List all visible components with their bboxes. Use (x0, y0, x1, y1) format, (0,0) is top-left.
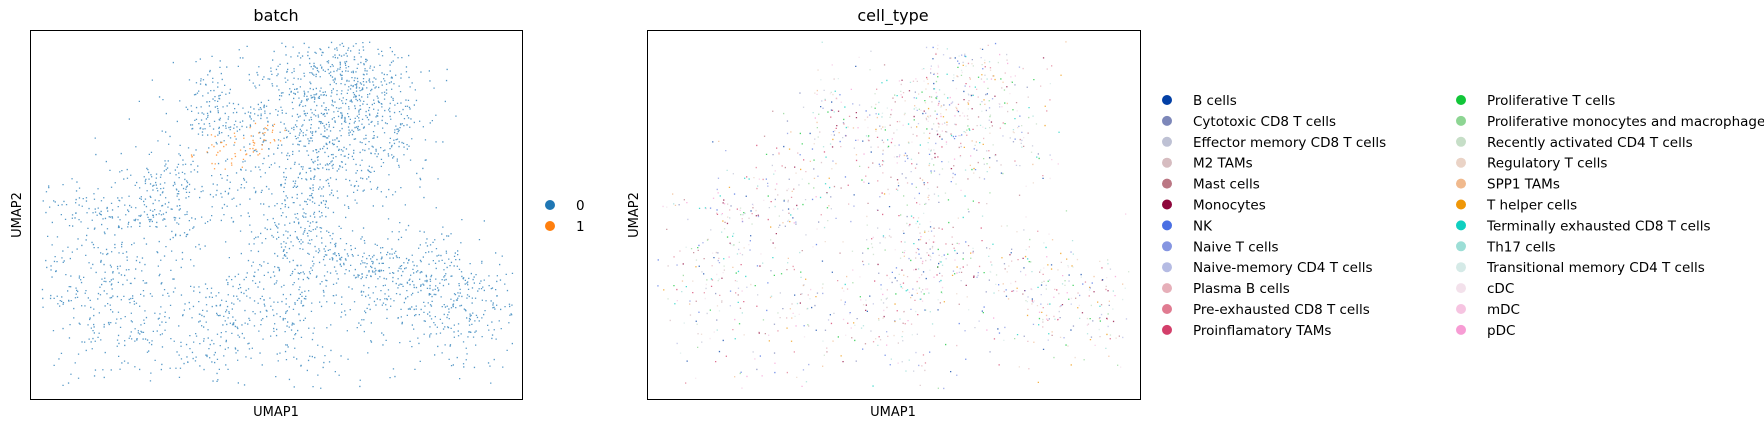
axes-frame (647, 30, 1141, 400)
legend-label: Mast cells (1193, 177, 1260, 193)
legend-label: SPP1 TAMs (1487, 177, 1560, 193)
legend-marker (1456, 241, 1466, 252)
scatter-point-group (676, 54, 1101, 390)
scatter-point-group (676, 66, 1111, 366)
scatter-point-group (672, 41, 1124, 378)
legend-label: Cytotoxic CD8 T cells (1193, 114, 1336, 130)
scatter-point-group (662, 64, 1127, 389)
legend-marker (1456, 157, 1466, 168)
scatter-point-group (666, 44, 1122, 379)
legend-marker (1162, 324, 1172, 335)
x-axis-label: UMAP1 (253, 405, 299, 420)
scatter-point-group (673, 41, 1114, 383)
legend-marker (545, 200, 555, 210)
legend-label: Regulatory T cells (1487, 156, 1607, 172)
legend-label: Proliferative T cells (1487, 93, 1615, 109)
panel-cell-type: cell_type UMAP1 UMAP2 B cells Cytotoxic C… (627, 6, 1764, 420)
legend-marker (1456, 115, 1466, 126)
legend-label: B cells (1193, 93, 1237, 109)
scatter-point-group (41, 41, 514, 389)
legend-marker (1162, 220, 1172, 231)
legend-marker (1162, 115, 1172, 126)
scatter-point-group (674, 55, 1101, 387)
axes-frame (30, 30, 523, 400)
legend-marker (1456, 95, 1466, 105)
scatter-points (41, 41, 514, 389)
legend-marker (1456, 136, 1466, 147)
legend-label: Transitional memory CD4 T cells (1486, 260, 1705, 276)
scatter-point-group (686, 53, 1117, 388)
scatter-point-group (667, 61, 1130, 356)
scatter-point-group (663, 64, 1108, 383)
legend-label: Effector memory CD8 T cells (1193, 135, 1386, 151)
legend-marker (1456, 178, 1466, 189)
scatter-point-group (682, 74, 1119, 389)
legend-label: Naive T cells (1193, 239, 1279, 255)
scatter-point-group (682, 57, 1115, 363)
legend-marker (1162, 199, 1172, 210)
legend-label: Monocytes (1193, 198, 1266, 214)
scatter-points (657, 41, 1130, 390)
legend-marker (1162, 178, 1172, 189)
legend-label: M2 TAMs (1193, 156, 1253, 172)
legend-marker (1456, 220, 1466, 231)
panel-title: batch (253, 6, 298, 25)
panel-title: cell_type (857, 6, 928, 26)
legend-marker (1162, 241, 1172, 252)
legend-label: NK (1193, 218, 1213, 234)
scatter-point-group (673, 53, 1108, 384)
legend-marker (1456, 199, 1466, 210)
scatter-point-group (679, 55, 1126, 354)
legend-marker (1456, 324, 1466, 335)
legend-label: cDC (1487, 281, 1514, 297)
legend-label: Naive-memory CD4 T cells (1193, 260, 1373, 276)
x-axis-label: UMAP1 (870, 405, 916, 420)
legend-label: Plasma B cells (1193, 281, 1290, 297)
panel-batch: batch UMAP1 UMAP2 01 (10, 6, 585, 420)
legend-label: Pre-exhausted CD8 T cells (1193, 302, 1370, 318)
legend-label: Th17 cells (1486, 239, 1556, 255)
scatter-point-group (686, 48, 1104, 373)
legend-marker (1162, 304, 1172, 314)
legend-marker (1456, 262, 1466, 273)
legend-marker (1456, 283, 1466, 294)
legend-marker (1162, 95, 1172, 105)
scatter-point-group (666, 64, 1120, 353)
legend-label: pDC (1487, 323, 1515, 339)
legend-marker (1162, 283, 1172, 294)
legend: B cells Cytotoxic CD8 T cells Effector mem… (1162, 93, 1764, 339)
legend-marker (1162, 136, 1172, 147)
y-axis-label: UMAP2 (627, 192, 642, 238)
legend-label: 1 (576, 219, 585, 235)
legend-label: Recently activated CD4 T cells (1487, 135, 1693, 151)
legend: 01 (545, 198, 585, 235)
legend-label: Terminally exhausted CD8 T cells (1486, 218, 1711, 234)
legend-marker (1456, 304, 1466, 314)
legend-marker (1162, 262, 1172, 273)
scatter-point-group (657, 42, 1093, 374)
legend-label: T helper cells (1486, 198, 1577, 214)
scatter-point-group (190, 122, 286, 170)
legend-label: 0 (576, 198, 585, 214)
legend-marker (545, 221, 555, 231)
legend-marker (1162, 157, 1172, 168)
legend-label: mDC (1487, 302, 1520, 318)
scatter-point-group (692, 47, 1117, 379)
scatter-point-group (701, 50, 1112, 372)
y-axis-label: UMAP2 (10, 192, 25, 238)
legend-label: Proinflamatory TAMs (1193, 323, 1331, 339)
legend-label: Proliferative monocytes and macrophages (1487, 114, 1764, 130)
